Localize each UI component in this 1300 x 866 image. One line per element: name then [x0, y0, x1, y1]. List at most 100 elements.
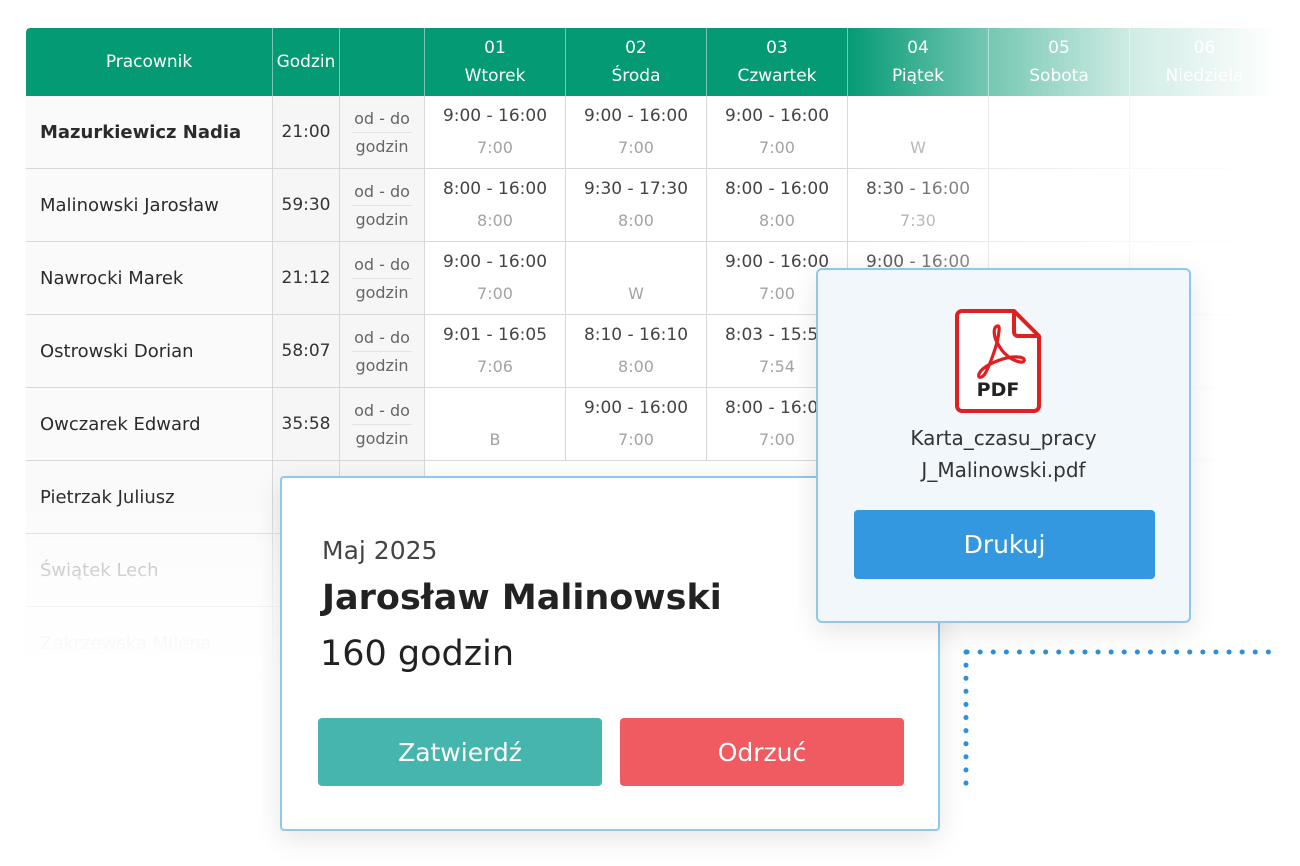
row-label: od - do godzin	[340, 96, 425, 169]
header-hours: Godzin	[273, 28, 340, 96]
popup-total-hours: 160 godzin	[320, 634, 515, 674]
shift-hours: 8:00	[618, 357, 654, 376]
pdf-filename: Karta_czasu_pracy J_Malinowski.pdf	[818, 422, 1189, 486]
day-number: 01	[484, 38, 506, 58]
range-label: od - do	[352, 109, 412, 133]
shift-cell[interactable]: 9:00 - 16:00 7:00	[425, 242, 566, 315]
table-row: Malinowski Jarosław 59:30 od - do godzin …	[26, 169, 1280, 242]
shift-cell[interactable]	[989, 96, 1130, 169]
shift-cell[interactable]: 9:00 - 16:00 7:00	[425, 96, 566, 169]
day-number: 06	[1193, 38, 1216, 58]
range-label: od - do	[352, 328, 412, 352]
pdf-filename-line1: Karta_czasu_pracy	[910, 426, 1097, 450]
shift-time: 9:00 - 16:00	[442, 252, 548, 272]
dotted-connector	[963, 649, 1273, 798]
employee-total-hours: 59:30	[273, 169, 340, 242]
shift-time: 9:00 - 16:00	[442, 106, 548, 126]
shift-time: 8:10 - 16:10	[583, 325, 689, 345]
shift-cell[interactable]: 8:10 - 16:10 8:00	[566, 315, 707, 388]
header-hours-label: Godzin	[276, 52, 336, 72]
shift-hours: 7:00	[477, 138, 513, 157]
pdf-file-icon[interactable]: PDF	[954, 308, 1042, 414]
shift-hours: 7:00	[618, 430, 654, 449]
header-day-01: 01 Wtorek	[425, 28, 566, 96]
employee-name[interactable]: Nawrocki Marek	[26, 242, 273, 315]
employee-name[interactable]: Pietrzak Juliusz	[26, 461, 273, 534]
range-label: od - do	[352, 255, 412, 279]
day-number: 05	[1048, 38, 1070, 58]
shift-cell[interactable]: 9:30 - 17:30 8:00	[566, 169, 707, 242]
shift-time: 9:00 - 16:00	[724, 252, 830, 272]
shift-hours: 8:00	[477, 211, 513, 230]
shift-hours: W	[628, 284, 644, 303]
shift-cell[interactable]: 8:00 - 16:00 8:00	[425, 169, 566, 242]
shift-cell[interactable]	[989, 169, 1130, 242]
shift-cell[interactable]	[1130, 169, 1280, 242]
shift-time: 8:00 - 16:00	[442, 179, 548, 199]
print-button[interactable]: Drukuj	[854, 510, 1155, 579]
header-day-05: 05 Sobota	[989, 28, 1130, 96]
day-name: Piątek	[892, 66, 944, 86]
row-label: od - do godzin	[340, 242, 425, 315]
shift-time: 9:00 - 16:00	[583, 398, 689, 418]
shift-time: 9:30 - 17:30	[583, 179, 689, 199]
shift-time: 9:00 - 16:00	[724, 106, 830, 126]
shift-cell[interactable]: W	[566, 242, 707, 315]
employee-name[interactable]: Mazurkiewicz Nadia	[26, 96, 273, 169]
reject-button[interactable]: Odrzuć	[620, 718, 904, 786]
range-label: od - do	[352, 182, 412, 206]
row-label: od - do godzin	[340, 315, 425, 388]
hours-label: godzin	[355, 355, 409, 375]
row-label: od - do godzin	[340, 169, 425, 242]
hours-label: godzin	[355, 428, 409, 448]
shift-hours: 7:00	[477, 284, 513, 303]
employee-total-hours: 35:58	[273, 388, 340, 461]
employee-name[interactable]: Zakrzewska Milena	[26, 607, 273, 680]
approve-button[interactable]: Zatwierdź	[318, 718, 602, 786]
shift-cell[interactable]: 9:00 - 16:00 7:00	[566, 388, 707, 461]
shift-hours: 7:30	[900, 211, 936, 230]
shift-cell[interactable]: 9:01 - 16:05 7:06	[425, 315, 566, 388]
shift-cell[interactable]: 8:30 - 16:00 7:30	[848, 169, 989, 242]
pdf-card: PDF Karta_czasu_pracy J_Malinowski.pdf D…	[816, 268, 1191, 623]
table-row: Mazurkiewicz Nadia 21:00 od - do godzin 9…	[26, 96, 1280, 169]
shift-cell[interactable]: 9:00 - 16:00 7:00	[566, 96, 707, 169]
shift-hours: 7:00	[618, 138, 654, 157]
pdf-icon-label: PDF	[977, 379, 1020, 401]
employee-name[interactable]: Świątek Lech	[26, 534, 273, 607]
day-name: Środa	[611, 66, 661, 86]
employee-total-hours: 58:07	[273, 315, 340, 388]
shift-cell[interactable]: B	[425, 388, 566, 461]
shift-cell[interactable]	[1130, 96, 1280, 169]
shift-time: 9:00 - 16:00	[583, 106, 689, 126]
header-day-02: 02 Środa	[566, 28, 707, 96]
header-day-04: 04 Piątek	[848, 28, 989, 96]
employee-total-hours: 21:12	[273, 242, 340, 315]
shift-time: 8:00 - 16:00	[724, 179, 830, 199]
shift-time: 8:00 - 16:00	[724, 398, 830, 418]
header-employee-label: Pracownik	[105, 52, 193, 72]
shift-hours: 7:06	[477, 357, 513, 376]
header-day-03: 03 Czwartek	[707, 28, 848, 96]
shift-cell[interactable]: 8:00 - 16:00 8:00	[707, 169, 848, 242]
day-name: Czwartek	[737, 66, 817, 86]
employee-name[interactable]: Ostrowski Dorian	[26, 315, 273, 388]
header-blank	[340, 28, 425, 96]
shift-cell[interactable]: 9:00 - 16:00 7:00	[707, 96, 848, 169]
hours-label: godzin	[355, 282, 409, 302]
shift-hours: 8:00	[759, 211, 795, 230]
pdf-filename-line2: J_Malinowski.pdf	[921, 458, 1086, 482]
header-employee: Pracownik	[26, 28, 273, 96]
shift-cell[interactable]: W	[848, 96, 989, 169]
popup-employee-name: Jarosław Malinowski	[322, 578, 722, 618]
shift-hours: 7:00	[759, 430, 795, 449]
day-number: 04	[907, 38, 929, 58]
hours-label: godzin	[355, 209, 409, 229]
employee-name[interactable]: Owczarek Edward	[26, 388, 273, 461]
shift-time: 9:01 - 16:05	[442, 325, 548, 345]
shift-hours: 7:00	[759, 284, 795, 303]
employee-name[interactable]: Malinowski Jarosław	[26, 169, 273, 242]
day-number: 03	[766, 38, 788, 58]
day-name: Niedziela	[1165, 66, 1244, 86]
shift-hours: W	[910, 138, 926, 157]
